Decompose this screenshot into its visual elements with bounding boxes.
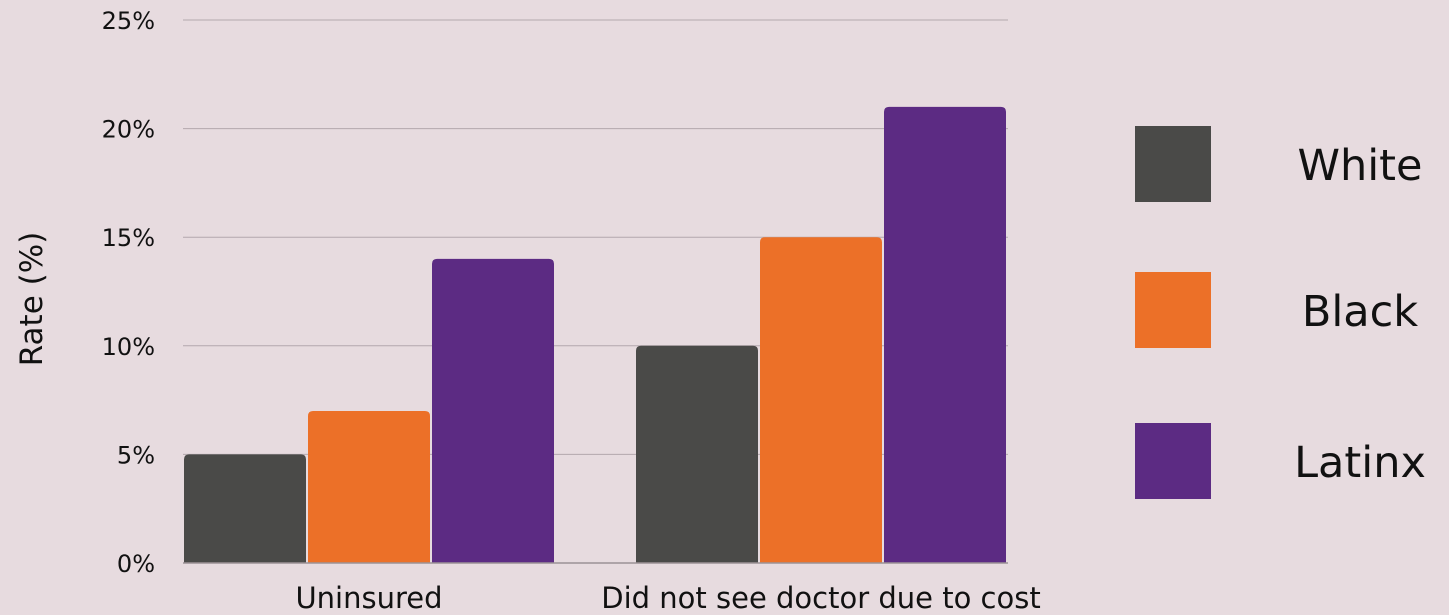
legend-item: Latinx <box>1135 423 1426 499</box>
legend-swatch <box>1135 126 1211 202</box>
y-axis-title: Rate (%) <box>14 232 50 367</box>
bar <box>432 258 554 563</box>
legend-swatch <box>1135 423 1211 499</box>
legend-item: Black <box>1135 272 1418 348</box>
bar <box>184 454 306 563</box>
legend-label: Black <box>1302 287 1418 337</box>
bar <box>636 345 758 563</box>
bars <box>184 106 1006 563</box>
bar <box>760 237 882 563</box>
y-tick-label: 15% <box>102 224 155 252</box>
legend-label: Latinx <box>1294 438 1426 488</box>
y-tick-label: 5% <box>117 441 155 469</box>
bar <box>308 410 430 563</box>
y-axis-tick-labels: 0% 5% 10% 15% 20% 25% <box>102 7 155 578</box>
legend-label: White <box>1297 141 1422 191</box>
legend: White Black Latinx <box>1135 126 1426 499</box>
x-axis-category-labels: Uninsured Did not see doctor due to cost <box>295 581 1040 615</box>
y-tick-label: 20% <box>102 116 155 144</box>
y-tick-label: 25% <box>102 7 155 35</box>
y-tick-label: 10% <box>102 333 155 361</box>
bar <box>884 106 1006 563</box>
legend-item: White <box>1135 126 1423 202</box>
legend-swatch <box>1135 272 1211 348</box>
x-category-label: Uninsured <box>295 581 442 615</box>
x-category-label: Did not see doctor due to cost <box>601 581 1040 615</box>
y-tick-label: 0% <box>117 550 155 578</box>
